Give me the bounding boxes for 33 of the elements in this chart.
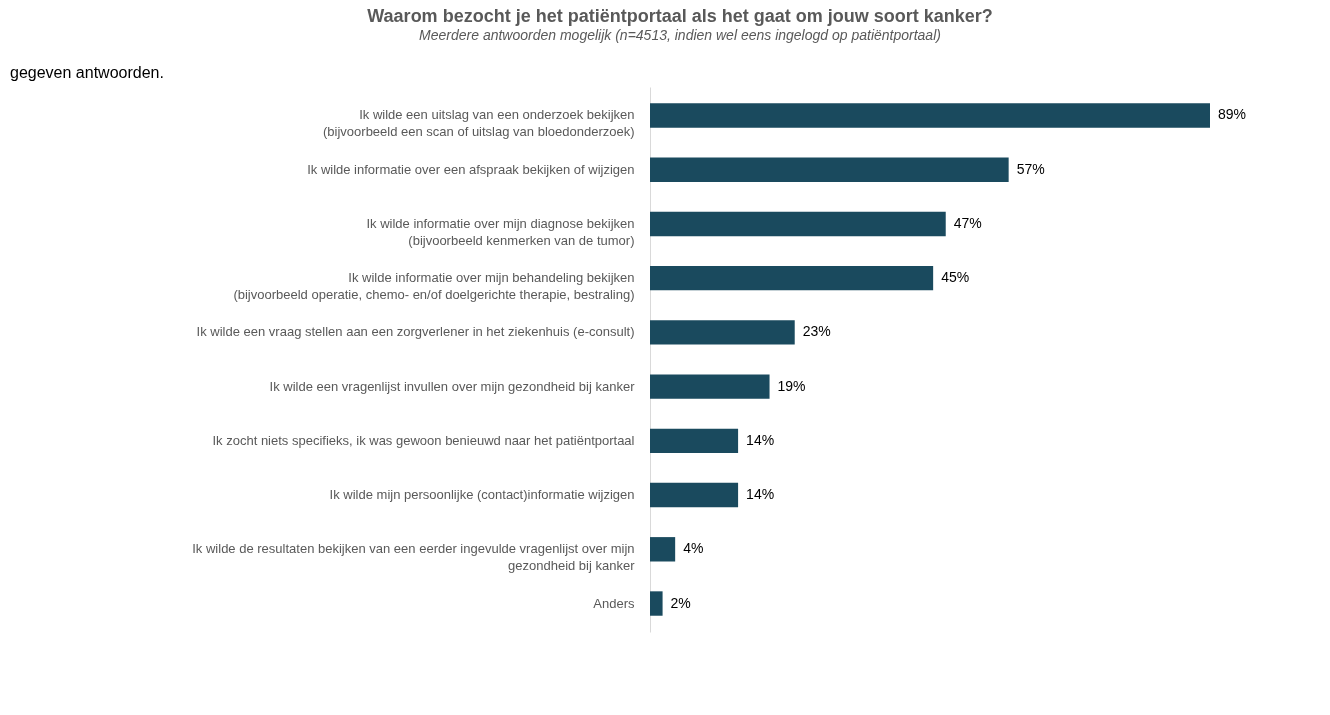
- bar: [650, 374, 770, 399]
- y-tick-label: Ik zocht niets specifieks, ik was gewoon benieuwd naar het patiëntportaal: [212, 432, 635, 448]
- data-label: 14%: [746, 431, 775, 448]
- data-label: 23%: [802, 323, 831, 340]
- data-label: 4%: [683, 540, 704, 557]
- y-tick-label: Ik wilde informatie over een afspraak bekijken of wijzigen: [307, 161, 635, 177]
- y-tick-label: Anders: [593, 595, 635, 611]
- y-tick-label: Ik wilde informatie over mijn behandeling bekijken (bijvoorbeeld operatie, chemo- en/of doelgerichte therapie, bestraling): [233, 270, 635, 303]
- data-label: 89%: [1218, 106, 1247, 123]
- chart-title: Waarom bezocht je het patiëntportaal als het gaat om jouw soort kanker?: [367, 6, 993, 26]
- bar: [650, 537, 676, 562]
- bar: [650, 428, 739, 454]
- bar: [650, 482, 739, 508]
- bar: [650, 103, 1210, 128]
- data-label: 14%: [746, 486, 775, 503]
- chart-subtitle: Meerdere antwoorden mogelijk (n=4513, indien wel eens ingelogd op patiëntportaal): [419, 27, 941, 43]
- data-label: 57%: [1016, 160, 1045, 177]
- bar: [650, 320, 795, 345]
- text: gegeven antwoorden.: [10, 64, 164, 81]
- data-label: 2%: [670, 594, 691, 611]
- y-tick-label: Ik wilde een vragenlijst invullen over mijn gezondheid bij kanker: [269, 378, 636, 394]
- y-tick-label: Ik wilde een uitslag van een onderzoek bekijken (bijvoorbeeld een scan of uitslag van bloedonderzoek): [323, 107, 635, 140]
- bar: [650, 157, 1009, 182]
- data-label: 19%: [777, 377, 806, 394]
- y-tick-label: Ik wilde mijn persoonlijke (contact)informatie wijzigen: [329, 487, 635, 503]
- y-tick-label: Ik wilde een vraag stellen aan een zorgverlener in het ziekenhuis (e-consult): [196, 324, 635, 340]
- bar: [650, 591, 663, 616]
- y-tick-label: Ik wilde de resultaten bekijken van een eerder ingevulde vragenlijst over mijn gezondheid bij kanker: [192, 541, 636, 574]
- bar: [650, 211, 946, 237]
- bar: [650, 265, 934, 291]
- data-label: 47%: [953, 214, 982, 231]
- y-tick-label: Ik wilde informatie over mijn diagnose bekijken (bijvoorbeeld kenmerken van de tumor): [366, 215, 635, 248]
- data-label: 45%: [941, 269, 970, 286]
